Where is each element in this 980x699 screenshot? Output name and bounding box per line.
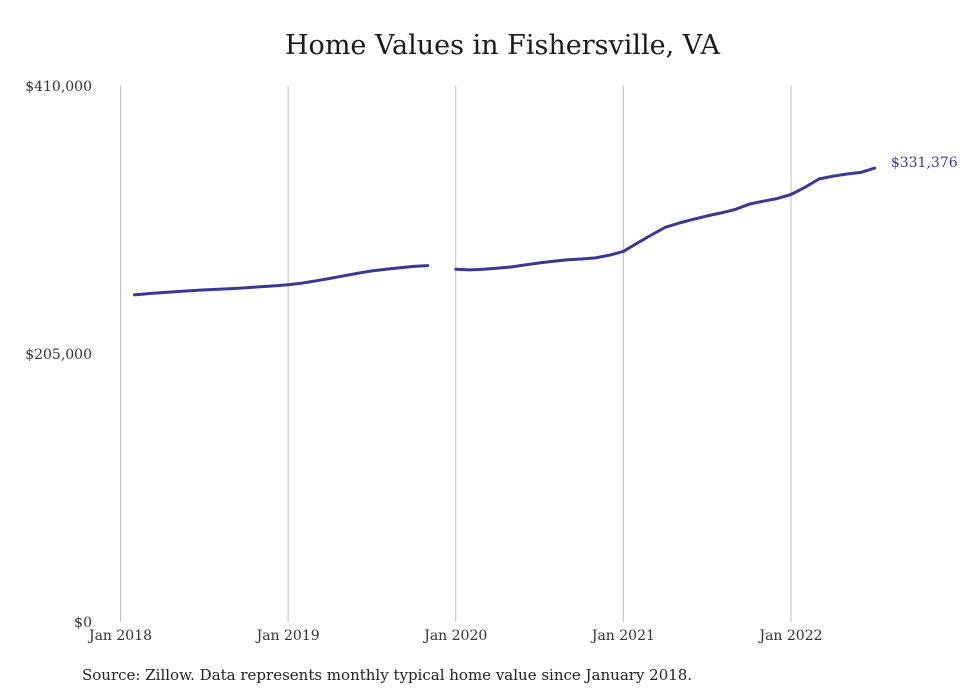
series-lines <box>133 166 877 297</box>
chart-title: Home Values in Fishersville, VA <box>285 30 720 61</box>
source-note: Source: Zillow. Data represents monthly … <box>82 666 693 684</box>
x-tick-label: Jan 2021 <box>590 628 655 644</box>
y-tick-label: $205,000 <box>25 347 92 363</box>
series-line <box>133 264 430 297</box>
y-tick-label: $0 <box>74 615 92 631</box>
series-line <box>454 166 877 272</box>
x-tick-label: Jan 2020 <box>422 628 487 644</box>
end-value-label: $331,376 <box>891 155 958 171</box>
y-axis-ticks: $0 $205,000 $410,000 <box>25 79 92 631</box>
x-axis-ticks: Jan 2018 Jan 2019 Jan 2020 Jan 2021 Jan 2022 <box>87 628 823 644</box>
x-tick-label: Jan 2022 <box>757 628 822 644</box>
gridlines <box>120 86 792 622</box>
x-tick-label: Jan 2018 <box>87 628 152 644</box>
x-tick-label: Jan 2019 <box>255 628 320 644</box>
y-tick-label: $410,000 <box>25 79 92 95</box>
